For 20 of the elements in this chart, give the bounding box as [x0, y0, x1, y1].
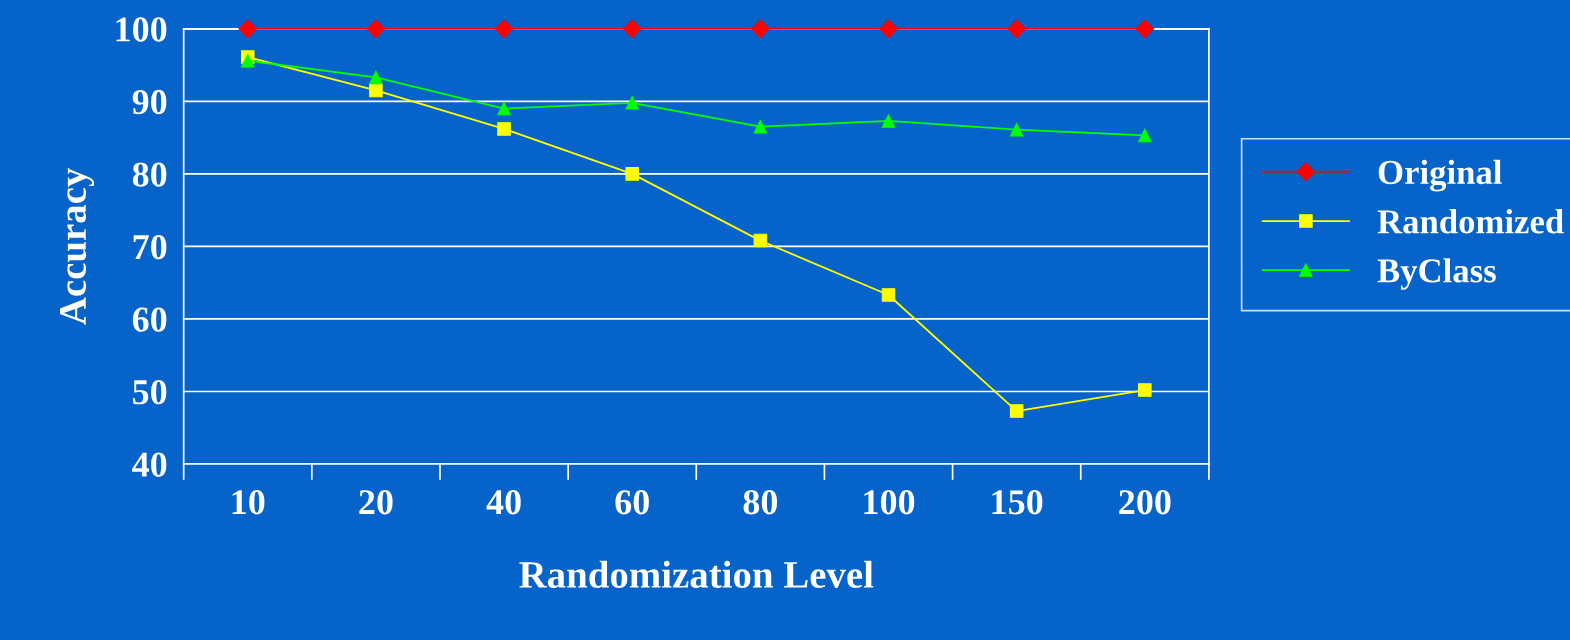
legend-label: Randomized [1377, 209, 1564, 234]
y-tick-label: 50 [133, 379, 167, 405]
x-tick-label: 80 [743, 490, 778, 515]
y-tick-label: 80 [132, 162, 167, 187]
y-tick-label: 60 [132, 307, 167, 332]
x-tick-label: 20 [359, 490, 393, 515]
legend-label: Original [1378, 159, 1502, 192]
y-tick-label: 100 [116, 17, 167, 42]
x-tick-label: 100 [864, 490, 915, 515]
x-tick-label: 60 [615, 490, 649, 515]
x-tick-label: 40 [486, 490, 521, 515]
x-tick-label: 10 [232, 490, 265, 515]
y-tick-label: 90 [132, 89, 167, 115]
y-axis-title: Accuracy [60, 167, 95, 325]
y-tick-label: 40 [132, 452, 167, 477]
x-tick-label: 150 [992, 490, 1043, 515]
x-axis-title: Randomization Level [519, 560, 874, 589]
y-tick-label: 70 [133, 234, 167, 260]
x-tick-label: 200 [1119, 490, 1171, 515]
legend-label: ByClass [1377, 258, 1496, 290]
